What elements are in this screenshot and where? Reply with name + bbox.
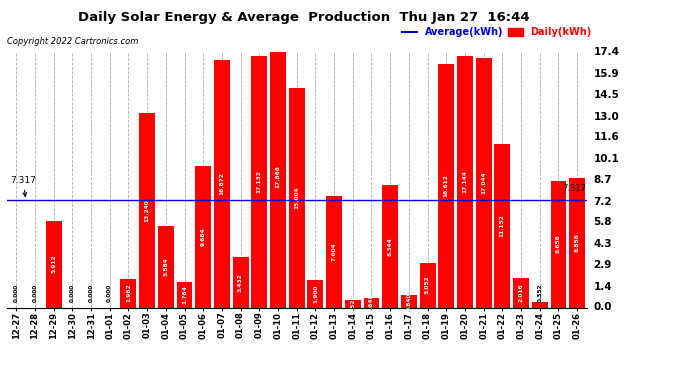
Text: 17.044: 17.044 [481,171,486,194]
Legend: Average(kWh), Daily(kWh): Average(kWh), Daily(kWh) [398,24,595,41]
Text: 13.0: 13.0 [593,112,619,122]
Text: 16.872: 16.872 [219,172,224,195]
Text: 17.132: 17.132 [257,171,262,194]
Bar [139,114,155,308]
Text: 0.352: 0.352 [538,284,542,302]
Text: 8.656: 8.656 [556,235,561,254]
Text: 16.612: 16.612 [444,174,448,197]
Text: 8.344: 8.344 [388,237,393,256]
Text: 0.000: 0.000 [32,284,37,302]
Bar [195,166,211,308]
Text: 8.7: 8.7 [593,175,612,185]
Text: 7.604: 7.604 [332,243,337,261]
Text: 0.528: 0.528 [351,294,355,313]
Text: 0.000: 0.000 [70,284,75,302]
Text: 0.0: 0.0 [593,303,612,312]
Text: 14.5: 14.5 [593,90,620,100]
Text: 0.000: 0.000 [107,284,112,302]
Text: 5.912: 5.912 [51,255,56,273]
Text: 10.1: 10.1 [593,154,619,165]
Text: 8.856: 8.856 [575,233,580,252]
Bar [177,282,193,308]
Bar [270,46,286,308]
Bar [401,295,417,307]
Bar [251,56,267,308]
Text: 13.240: 13.240 [145,199,150,222]
Text: 15.9: 15.9 [593,69,619,80]
Text: 3.052: 3.052 [425,276,430,294]
Text: 0.000: 0.000 [88,284,94,302]
Text: Copyright 2022 Cartronics.com: Copyright 2022 Cartronics.com [7,38,138,46]
Text: 2.016: 2.016 [519,284,524,302]
Text: 11.6: 11.6 [593,132,619,142]
Text: 0.648: 0.648 [369,294,374,312]
Text: 5.584: 5.584 [164,257,168,276]
Text: 9.684: 9.684 [201,227,206,246]
Bar [475,58,491,308]
Text: 17.868: 17.868 [275,165,281,188]
Bar [495,144,511,308]
Bar [288,88,305,308]
Text: 2.9: 2.9 [593,260,612,270]
Bar [364,298,380,307]
Bar [438,64,454,308]
Text: 1.962: 1.962 [126,284,131,302]
Text: 3.432: 3.432 [238,273,243,292]
Text: 17.144: 17.144 [462,171,467,194]
Bar [214,60,230,308]
Bar [308,280,324,308]
Bar [532,302,548,307]
Text: 5.8: 5.8 [593,217,612,228]
Text: 15.004: 15.004 [294,186,299,209]
Bar [326,196,342,308]
Bar [382,185,398,308]
Text: 17.4: 17.4 [593,48,620,57]
Text: 4.3: 4.3 [593,240,612,249]
Text: 0.840: 0.840 [406,292,411,310]
Bar [513,278,529,308]
Bar [345,300,361,307]
Text: 7.317: 7.317 [10,176,37,196]
Text: 7.2: 7.2 [593,197,612,207]
Bar [233,257,248,307]
Text: 1.764: 1.764 [182,285,187,304]
Bar [46,221,61,308]
Bar [551,181,566,308]
Bar [569,178,585,308]
Bar [420,263,435,308]
Text: 1.4: 1.4 [593,282,612,292]
Bar [158,226,174,308]
Text: Daily Solar Energy & Average  Production  Thu Jan 27  16:44: Daily Solar Energy & Average Production … [78,11,529,24]
Text: 11.152: 11.152 [500,214,505,237]
Bar [457,56,473,308]
Text: 0.000: 0.000 [14,284,19,302]
Bar [121,279,137,308]
Text: 1.900: 1.900 [313,284,318,303]
Text: 7.317: 7.317 [562,184,586,194]
